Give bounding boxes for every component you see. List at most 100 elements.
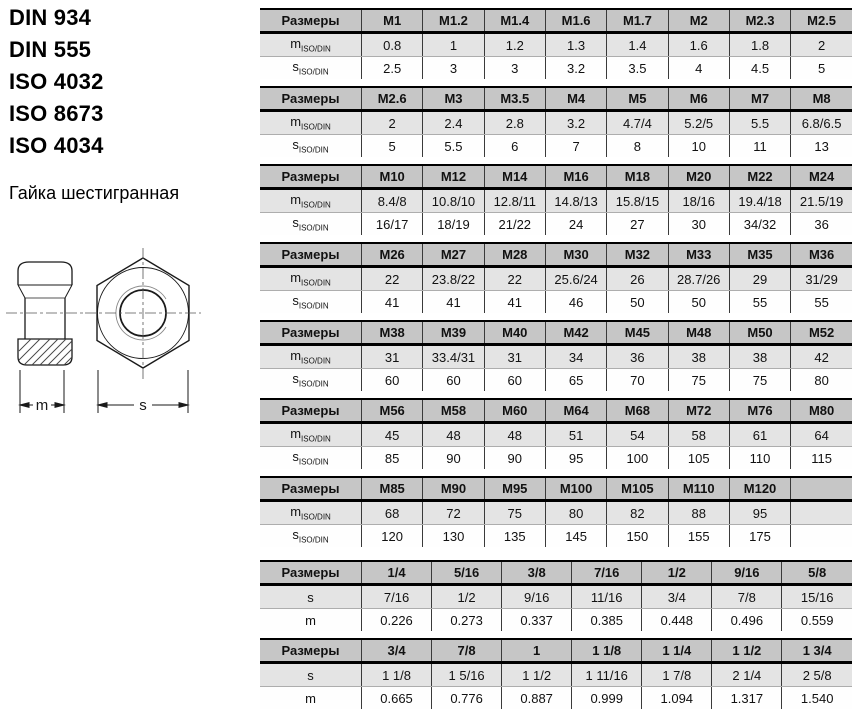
value-cell: 10 [667, 134, 730, 157]
value-cell: 42 [790, 344, 852, 369]
size-header-cell: M120 [728, 477, 791, 502]
size-header-cell: M48 [667, 321, 730, 346]
row-label: sISO/DIN [260, 212, 362, 235]
value-cell: 21/22 [483, 212, 546, 235]
size-header-cell: M80 [790, 399, 852, 424]
value-cell: 1.6 [667, 32, 730, 57]
value-cell: 11 [728, 134, 791, 157]
product-name: Гайка шестигранная [9, 183, 180, 203]
value-cell: 6.8/6.5 [790, 110, 852, 135]
value-cell: 3/4 [641, 584, 712, 609]
value-cell: 88 [667, 500, 730, 525]
value-cell: 45 [360, 422, 423, 447]
size-header-cell: M85 [360, 477, 423, 502]
size-header-cell: 1 [501, 639, 572, 664]
value-cell: 38 [728, 344, 791, 369]
value-cell: 64 [790, 422, 852, 447]
size-header-cell: 3/8 [501, 561, 572, 586]
size-header-cell: 5/16 [431, 561, 502, 586]
size-header-cell: M40 [483, 321, 546, 346]
value-cell: 34/32 [728, 212, 791, 235]
value-cell: 105 [667, 446, 730, 469]
value-cell: 120 [360, 524, 423, 547]
size-header-cell: M56 [360, 399, 423, 424]
size-header-cell: M2.6 [360, 87, 423, 112]
row-label-base: s [292, 527, 299, 543]
value-cell: 41 [422, 290, 485, 313]
value-cell: 60 [483, 368, 546, 391]
value-cell: 22 [483, 266, 546, 291]
dimension-s-label: s [139, 397, 147, 414]
value-cell: 75 [728, 368, 791, 391]
value-cell: 41 [360, 290, 423, 313]
size-column-header: Размеры [260, 561, 362, 586]
value-cell: 25.6/24 [544, 266, 607, 291]
size-column-header: Размеры [260, 639, 362, 664]
size-header-cell: M8 [790, 87, 852, 112]
value-cell: 34 [544, 344, 607, 369]
value-cell: 55 [790, 290, 852, 313]
row-label-base: s [292, 215, 299, 231]
value-cell: 5.5 [422, 134, 485, 157]
dimension-table-9: Размеры 3/4 7/8 1 1 1/8 1 1/4 1 1/2 1 3/4 s 1 1/8… [260, 638, 852, 709]
row-label-base: s [307, 667, 314, 683]
size-header-cell: M64 [544, 399, 607, 424]
value-cell: 2 1/4 [711, 662, 782, 687]
value-cell: 0.496 [711, 608, 782, 631]
value-cell: 22 [360, 266, 423, 291]
row-label-base: m [305, 690, 316, 706]
value-cell: 7/8 [711, 584, 782, 609]
size-header-cell: 7/16 [571, 561, 642, 586]
size-header-cell: M7 [728, 87, 791, 112]
size-header-cell: M1 [360, 9, 423, 34]
value-cell: 46 [544, 290, 607, 313]
value-cell: 145 [544, 524, 607, 547]
value-cell: 2.8 [483, 110, 546, 135]
dimension-table-8: Размеры 1/4 5/16 3/8 7/16 1/2 9/16 5/8 s 7/16 1/2 9… [260, 560, 852, 631]
value-cell: 0.385 [571, 608, 642, 631]
value-cell: 1.317 [711, 686, 782, 709]
value-cell: 1.2 [483, 32, 546, 57]
row-label-subscript: ISO/DIN [298, 379, 329, 389]
standard-iso-4032: ISO 4032 [9, 69, 104, 94]
size-header-cell: M14 [483, 165, 546, 190]
value-cell: 0.999 [571, 686, 642, 709]
value-cell: 0.226 [360, 608, 432, 631]
size-header-cell: M110 [667, 477, 730, 502]
value-cell: 175 [728, 524, 791, 547]
row-label-base: m [290, 426, 302, 442]
size-header-cell: M5 [606, 87, 669, 112]
hex-nut-drawing: m s [0, 240, 230, 430]
value-cell: 95 [728, 500, 791, 525]
value-cell: 2 [360, 110, 423, 135]
value-cell: 90 [483, 446, 546, 469]
size-header-cell: 1 1/4 [641, 639, 712, 664]
row-label-subscript: ISO/DIN [298, 301, 329, 311]
size-header-cell: M20 [667, 165, 730, 190]
size-header-cell: M16 [544, 165, 607, 190]
size-header-cell: M45 [606, 321, 669, 346]
size-header-cell: M38 [360, 321, 423, 346]
value-cell: 1 [422, 32, 485, 57]
standard-din-934: DIN 934 [9, 5, 92, 30]
value-cell: 36 [790, 212, 852, 235]
row-label-base: m [305, 612, 316, 628]
size-header-cell: M1.4 [483, 9, 546, 34]
size-header-cell: 1 3/4 [781, 639, 852, 664]
value-cell: 65 [544, 368, 607, 391]
row-label: mISO/DIN [260, 110, 362, 135]
row-label: sISO/DIN [260, 134, 362, 157]
value-cell: 7 [544, 134, 607, 157]
row-label-subscript: ISO/DIN [298, 535, 329, 545]
row-label: sISO/DIN [260, 524, 362, 547]
value-cell: 4 [667, 56, 730, 79]
value-cell: 5 [360, 134, 423, 157]
row-label-base: m [290, 348, 302, 364]
row-label: sISO/DIN [260, 446, 362, 469]
row-label-base: s [292, 371, 299, 387]
row-label-base: s [292, 137, 299, 153]
size-header-cell: M60 [483, 399, 546, 424]
size-header-cell: 1 1/8 [571, 639, 642, 664]
value-cell: 28.7/26 [667, 266, 730, 291]
row-label-subscript: ISO/DIN [301, 122, 331, 132]
